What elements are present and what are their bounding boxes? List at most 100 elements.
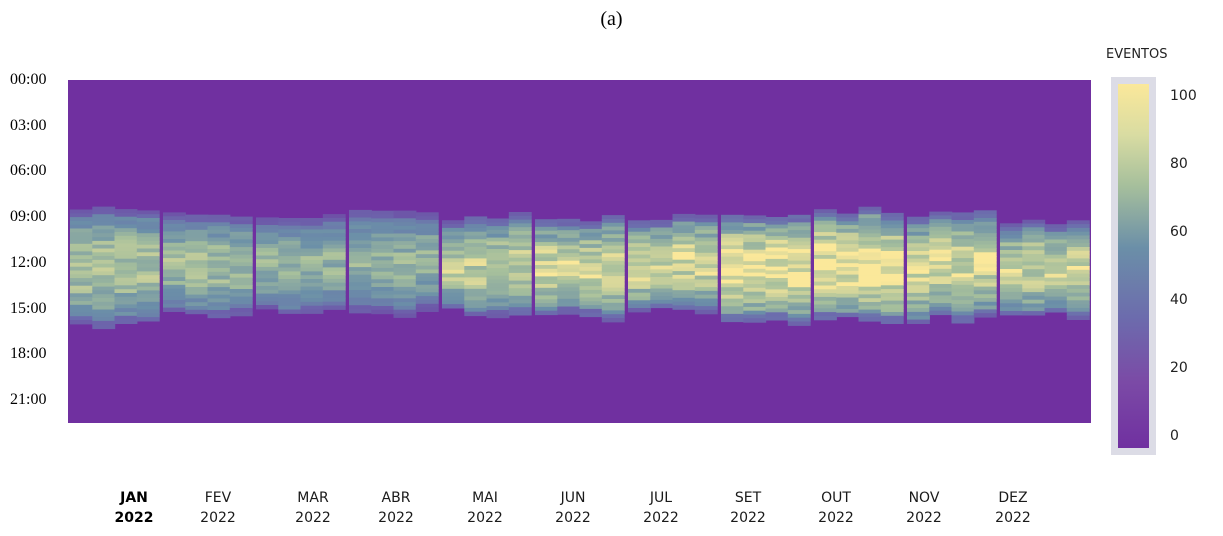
heatmap-cell <box>907 266 930 271</box>
heatmap-cell <box>163 258 186 263</box>
heatmap-cell <box>880 277 904 283</box>
heatmap-cell <box>256 289 279 295</box>
heatmap-cell <box>557 295 581 300</box>
heatmap-cell <box>858 317 882 322</box>
heatmap-cell <box>486 222 510 227</box>
heatmap-cell <box>880 315 904 321</box>
heatmap-cell <box>486 256 510 261</box>
heatmap-cell <box>1000 284 1023 289</box>
heatmap-cell <box>464 273 488 278</box>
heatmap-cell <box>163 239 186 244</box>
heatmap-cell <box>858 286 882 292</box>
heatmap-cell <box>229 228 253 233</box>
heatmap-cell <box>1066 277 1090 282</box>
heatmap-cell <box>256 255 279 260</box>
heatmap-cell <box>1022 250 1046 255</box>
heatmap-cell <box>836 247 860 253</box>
heatmap-cell <box>163 231 186 236</box>
heatmap-cell <box>1044 277 1068 282</box>
heatmap-cell <box>880 293 904 298</box>
heatmap-cell <box>508 292 532 297</box>
heatmap-cell <box>628 247 651 252</box>
heatmap-cell <box>1066 224 1090 229</box>
heatmap-cell <box>814 209 837 214</box>
heatmap-cell <box>694 237 718 242</box>
heatmap-cell <box>650 254 674 259</box>
heatmap-cell <box>601 291 625 296</box>
heatmap-cell <box>1044 262 1068 267</box>
heatmap-cell <box>951 227 975 232</box>
heatmap-cell <box>579 228 603 234</box>
heatmap-cell <box>163 288 186 293</box>
heatmap-cell <box>1044 266 1068 271</box>
x-tick-label: JUN 2022 <box>555 490 591 526</box>
heatmap-cell <box>973 263 997 269</box>
heatmap-cell <box>535 242 558 247</box>
heatmap-cell <box>1044 231 1068 237</box>
heatmap-cell <box>300 271 324 276</box>
heatmap-cell <box>70 240 93 245</box>
heatmap-cell <box>929 268 953 274</box>
heatmap-cell <box>508 257 532 263</box>
heatmap-cell <box>442 281 465 286</box>
heatmap-cell <box>1066 307 1090 313</box>
heatmap-cell <box>880 262 904 267</box>
heatmap-cell <box>464 307 488 313</box>
heatmap-cell <box>300 286 324 291</box>
heatmap-cell <box>814 232 837 237</box>
heatmap-cell <box>508 272 532 278</box>
heatmap-cell <box>535 253 558 258</box>
heatmap-cell <box>300 282 324 288</box>
heatmap-cell <box>1066 266 1090 271</box>
heatmap-cell <box>836 217 860 222</box>
heatmap-cell <box>601 226 625 231</box>
heatmap-cell <box>486 268 510 273</box>
heatmap-cell <box>929 264 953 270</box>
heatmap-cell <box>672 255 696 261</box>
heatmap-cell <box>464 216 488 221</box>
heatmap-cell <box>836 278 860 283</box>
heatmap-cell <box>880 235 904 241</box>
heatmap-cell <box>442 292 465 297</box>
heatmap-cell <box>415 288 439 293</box>
heatmap-cell <box>185 264 209 269</box>
heatmap-cell <box>508 299 532 304</box>
heatmap-cell <box>207 226 231 231</box>
heatmap-cell <box>907 300 930 305</box>
heatmap-cell <box>973 237 997 242</box>
heatmap-cell <box>163 227 186 232</box>
heatmap-cell <box>557 272 581 277</box>
heatmap-cell <box>650 231 674 236</box>
heatmap-cell <box>628 250 651 256</box>
heatmap-cell <box>256 301 279 306</box>
heatmap-cell <box>880 239 904 244</box>
heatmap-cell <box>973 294 997 299</box>
heatmap-cell <box>1022 219 1046 225</box>
heatmap-cell <box>371 245 395 250</box>
heatmap-cell <box>136 240 160 246</box>
heatmap-cell <box>650 238 674 244</box>
heatmap-cell <box>371 237 395 242</box>
heatmap-cell <box>650 265 674 270</box>
heatmap-cell <box>557 306 581 311</box>
heatmap-cell <box>207 245 231 250</box>
heatmap-cell <box>371 294 395 299</box>
heatmap-cell <box>907 289 930 294</box>
heatmap-cell <box>814 220 837 226</box>
heatmap-cell <box>300 248 324 253</box>
heatmap-cell <box>70 220 93 226</box>
heatmap-cell <box>442 258 465 263</box>
heatmap-cell <box>628 243 651 248</box>
heatmap-cell <box>92 237 116 242</box>
heatmap-cell <box>721 275 744 281</box>
heatmap-cell <box>787 249 811 254</box>
heatmap-cell <box>349 255 372 261</box>
heatmap-cell <box>486 241 510 246</box>
heatmap-cell <box>393 275 417 280</box>
heatmap-cell <box>907 247 930 252</box>
heatmap-cell <box>300 218 324 223</box>
heatmap-cell <box>185 294 209 299</box>
heatmap-cell <box>694 222 718 227</box>
heatmap-cell <box>1044 289 1068 294</box>
heatmap-cell <box>694 218 718 223</box>
